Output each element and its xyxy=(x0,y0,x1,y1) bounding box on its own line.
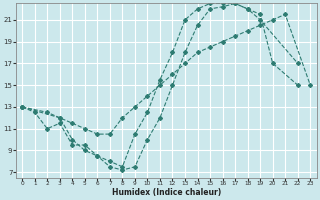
X-axis label: Humidex (Indice chaleur): Humidex (Indice chaleur) xyxy=(112,188,221,197)
